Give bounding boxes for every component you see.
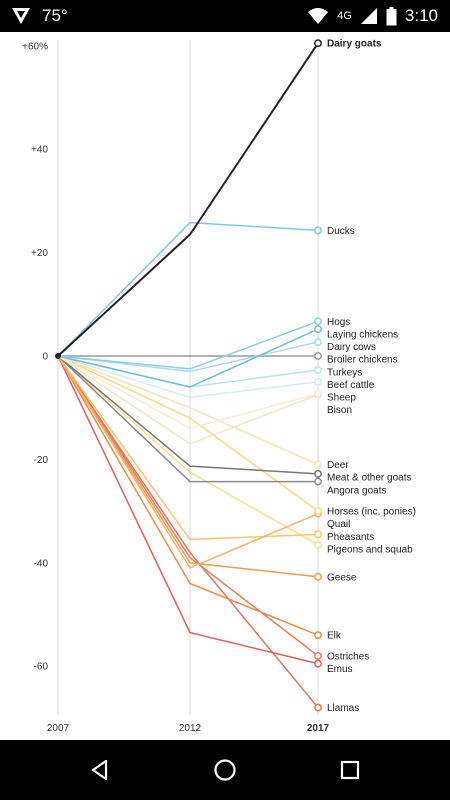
series-line-dairy-cows <box>57 341 319 373</box>
series-lines <box>55 39 322 712</box>
series-label: Dairy cows <box>327 342 376 353</box>
series-label: Pheasants <box>327 532 374 543</box>
series-line-dairy-goats <box>57 42 319 357</box>
temperature: 75° <box>42 6 68 25</box>
end-point-emus <box>314 659 322 668</box>
series-label: Bison <box>327 405 352 416</box>
series-line-pigeons-and-squab <box>57 355 319 546</box>
y-tick-label: -60 <box>34 662 49 673</box>
series-label: Hogs <box>327 317 350 328</box>
end-point-elk <box>314 631 322 640</box>
status-bar: 75° 4G 3:10 <box>0 0 450 32</box>
series-label: Meat & other goats <box>327 473 412 484</box>
series-label: Ducks <box>327 226 355 237</box>
series-label: Llamas <box>327 703 359 714</box>
series-line-emus <box>57 355 319 665</box>
end-point-beef-cattle <box>314 377 322 386</box>
y-tick-label: 0 <box>42 352 48 363</box>
series-line-llamas <box>57 355 319 709</box>
end-point-broiler-chickens <box>314 352 322 360</box>
battery-icon <box>386 6 397 26</box>
end-point-turkeys <box>314 366 322 374</box>
series-line-horses-inc-ponies <box>57 355 319 512</box>
series-label: Geese <box>327 572 357 583</box>
end-point-llamas <box>314 703 322 712</box>
end-point-hogs <box>314 317 322 326</box>
series-line-meat-other-goats <box>57 355 319 475</box>
series-label: Beef cattle <box>327 380 375 391</box>
end-point-pheasants <box>314 530 322 539</box>
series-line-elk <box>57 355 319 636</box>
recents-icon[interactable] <box>334 754 366 786</box>
axis-ticks: +60% +40 +20 0 -20 -40 -60 2007 2012 2017 <box>22 41 329 734</box>
end-point-geese <box>314 572 322 581</box>
series-label: Angora goats <box>327 485 387 496</box>
end-point-ostriches <box>314 651 322 660</box>
navigation-bar <box>0 740 450 800</box>
clock: 3:10 <box>404 6 438 25</box>
back-icon[interactable] <box>84 754 116 786</box>
y-tick-label: +60% <box>22 41 48 52</box>
end-point-deer <box>314 460 322 469</box>
y-tick-label: -20 <box>34 455 49 466</box>
series-label: Emus <box>327 664 353 675</box>
series-label: Pigeons and squab <box>327 544 413 555</box>
end-point-angora-goats <box>314 477 322 486</box>
signal-icon <box>360 7 378 25</box>
chart: +60% +40 +20 0 -20 -40 -60 2007 2012 2017 Dairy g… <box>22 39 416 734</box>
series-line-quail <box>57 355 319 569</box>
home-icon[interactable] <box>209 754 241 786</box>
series-line-pheasants <box>57 355 319 541</box>
series-label: Laying chickens <box>327 329 398 340</box>
series-line-sheep <box>57 355 319 430</box>
wifi-icon <box>307 7 329 25</box>
end-point-laying-chickens <box>314 325 322 334</box>
x-tick-label: 2007 <box>47 723 70 734</box>
series-line-bison <box>57 355 319 445</box>
series-line-geese <box>57 355 319 578</box>
end-point-meat-other-goats <box>314 469 322 478</box>
chart-view: +60% +40 +20 0 -20 -40 -60 2007 2012 2017 Dairy g… <box>0 32 450 740</box>
series-label: Quail <box>327 519 350 530</box>
series-label: Dairy goats <box>327 39 382 50</box>
series-label: Broiler chickens <box>327 355 398 366</box>
series-label: Turkeys <box>327 367 362 378</box>
end-point-horses-inc-ponies <box>314 507 322 516</box>
series-label: Sheep <box>327 392 356 403</box>
series-line-ostriches <box>57 355 319 657</box>
x-tick-label: 2017 <box>307 723 330 734</box>
x-tick-label: 2012 <box>179 723 202 734</box>
series-line-hogs <box>57 320 319 370</box>
series-line-beef-cattle <box>57 355 319 399</box>
end-point-pigeons-and-squab <box>314 540 322 549</box>
end-point-dairy-cows <box>314 338 322 346</box>
series-label: Deer <box>327 460 349 471</box>
series-line-angora-goats <box>57 355 318 483</box>
end-point-sheep <box>314 389 322 398</box>
series-line-ducks <box>57 221 319 357</box>
series-label: Horses (inc. ponies) <box>327 507 416 518</box>
end-point-ducks <box>314 226 322 235</box>
y-tick-label: +20 <box>31 248 48 259</box>
y-tick-label: -40 <box>34 558 49 569</box>
network-type: 4G <box>337 10 352 22</box>
y-tick-label: +40 <box>31 145 48 156</box>
origin-point <box>55 353 61 359</box>
app-logo-icon <box>10 6 32 26</box>
end-point-dairy-goats <box>314 39 322 48</box>
series-label: Elk <box>327 631 342 642</box>
series-line-deer <box>57 355 319 466</box>
series-line-laying-chickens <box>57 328 319 388</box>
series-label: Ostriches <box>327 651 369 662</box>
